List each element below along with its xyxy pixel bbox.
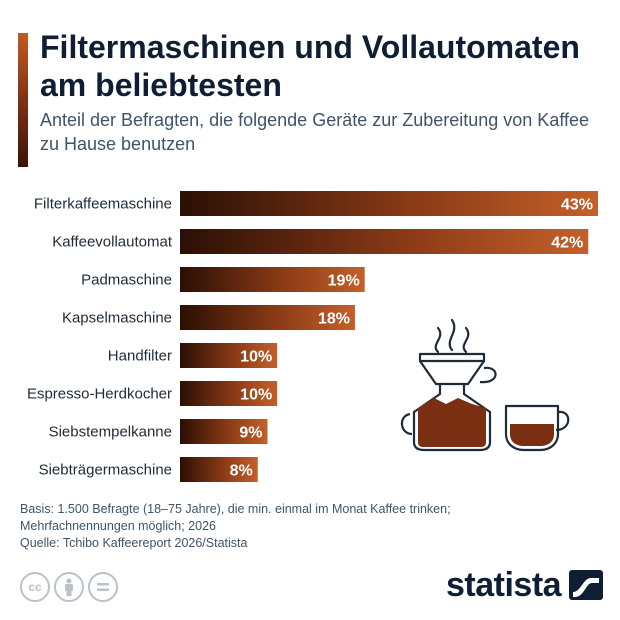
bar[interactable] bbox=[180, 267, 365, 292]
by-icon[interactable] bbox=[54, 572, 84, 602]
category-label: Kaffeevollautomat bbox=[52, 234, 173, 251]
steam-icon bbox=[434, 318, 470, 354]
coffee-illustration bbox=[400, 318, 570, 452]
footnote: Basis: 1.500 Befragte (18–75 Jahre), die… bbox=[20, 501, 520, 552]
value-label: 10% bbox=[240, 349, 272, 366]
bar[interactable] bbox=[180, 457, 258, 482]
statista-logo-icon bbox=[569, 570, 604, 600]
chart-title: Filtermaschinen und Vollautomaten am bel… bbox=[40, 29, 580, 103]
source-note: Quelle: Tchibo Kaffeereport 2026/Statist… bbox=[20, 536, 248, 550]
accent-bar bbox=[18, 33, 28, 167]
value-label: 43% bbox=[561, 197, 593, 214]
category-label: Padmaschine bbox=[81, 272, 172, 289]
license-icons: cc bbox=[20, 572, 118, 602]
category-label: Espresso-Herdkocher bbox=[27, 386, 172, 403]
bar-chart: Filterkaffeemaschine 43% Kaffeevollautomat… bbox=[27, 191, 598, 482]
coffee-cup-icon bbox=[504, 404, 570, 452]
bar[interactable] bbox=[180, 381, 278, 406]
category-label: Kapselmaschine bbox=[62, 310, 172, 327]
value-label: 19% bbox=[328, 273, 360, 290]
bar[interactable] bbox=[180, 305, 355, 330]
value-label: 18% bbox=[318, 311, 350, 328]
bar[interactable] bbox=[180, 229, 589, 254]
value-label: 8% bbox=[230, 463, 253, 480]
statista-logo[interactable]: statista bbox=[446, 566, 604, 604]
brand-name: statista bbox=[446, 566, 562, 604]
category-label: Siebträgermaschine bbox=[39, 462, 172, 479]
category-label: Siebstempelkanne bbox=[49, 424, 172, 441]
chart-subtitle: Anteil der Befragten, die folgende Gerät… bbox=[40, 110, 590, 154]
category-label: Filterkaffeemaschine bbox=[34, 196, 172, 213]
bar[interactable] bbox=[180, 343, 278, 368]
category-label: Handfilter bbox=[108, 348, 172, 365]
coffee-pour-over-icon bbox=[400, 352, 497, 452]
basis-note: Basis: 1.500 Befragte (18–75 Jahre), die… bbox=[20, 502, 451, 533]
nd-icon[interactable] bbox=[88, 572, 118, 602]
value-label: 9% bbox=[239, 425, 262, 442]
cc-icon[interactable]: cc bbox=[20, 572, 50, 602]
value-label: 10% bbox=[240, 387, 272, 404]
value-label: 42% bbox=[551, 235, 583, 252]
bar[interactable] bbox=[180, 191, 598, 216]
bar[interactable] bbox=[180, 419, 268, 444]
